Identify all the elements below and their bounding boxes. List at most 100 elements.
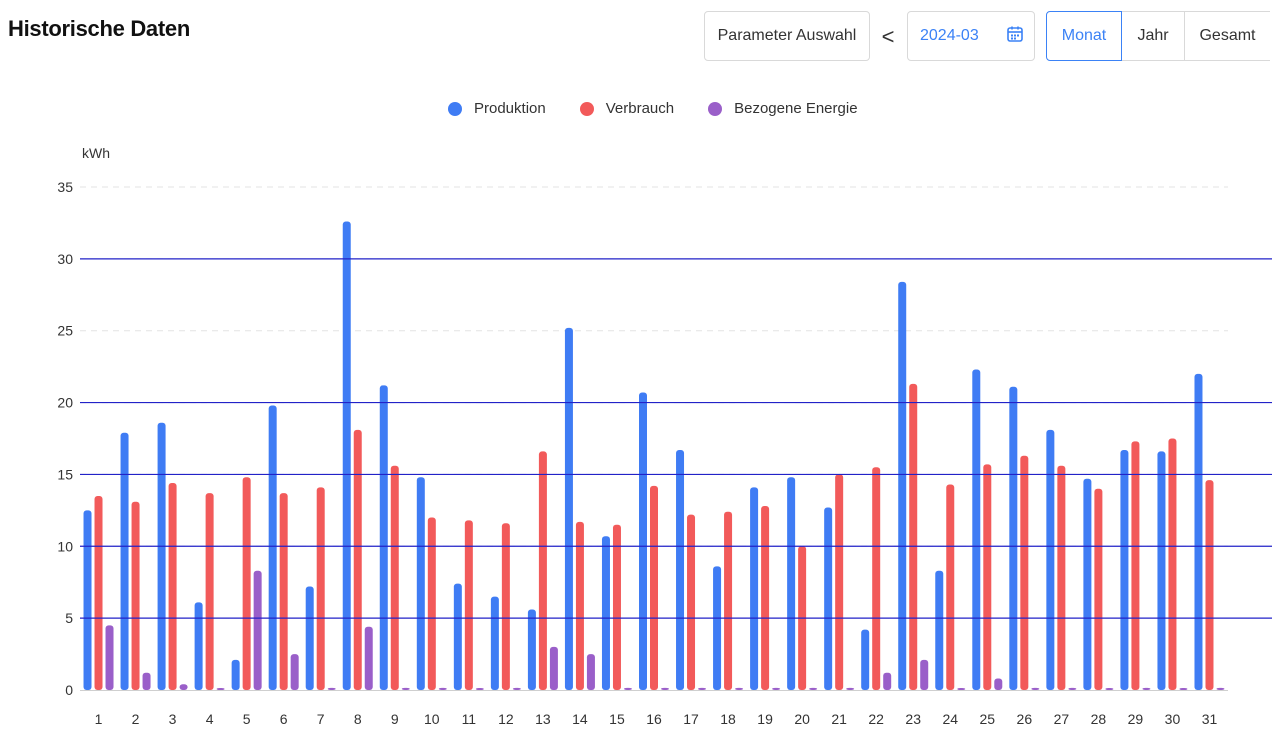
legend-dot-produktion: [448, 101, 462, 116]
x-tick-label-20: 20: [794, 711, 810, 727]
bar-produktion-11: [453, 583, 462, 690]
bar-produktion-5: [231, 659, 240, 690]
x-tick-label-11: 11: [462, 711, 477, 727]
tab-jahr[interactable]: Jahr: [1121, 11, 1185, 61]
bar-verbrauch-18: [724, 511, 733, 690]
bar-verbrauch-4: [205, 493, 214, 690]
bar-produktion-9: [379, 385, 388, 690]
bar-produktion-30: [1157, 451, 1166, 690]
bar-produktion-16: [639, 392, 647, 690]
x-tick-label-10: 10: [424, 711, 440, 727]
bar-verbrauch-12: [501, 523, 510, 690]
bar-bezogen-15: [623, 687, 632, 690]
x-tick-label-24: 24: [942, 711, 958, 727]
bar-bezogen-20: [809, 687, 818, 690]
bar-bezogen-5: [253, 570, 262, 690]
x-tick-label-31: 31: [1202, 711, 1218, 727]
bar-verbrauch-30: [1168, 438, 1177, 690]
chart-legend: Produktion Verbrauch Bezogene Energie: [448, 100, 892, 117]
bar-verbrauch-11: [464, 520, 473, 690]
bar-produktion-2: [120, 432, 129, 690]
legend-dot-bezogen: [708, 101, 723, 116]
x-tick-label-3: 3: [169, 711, 177, 727]
bar-bezogen-22: [883, 672, 892, 690]
bar-bezogen-4: [216, 688, 225, 690]
x-tick-label-16: 16: [646, 711, 662, 727]
bar-bezogen-17: [698, 687, 707, 690]
bar-verbrauch-28: [1094, 488, 1103, 690]
bar-verbrauch-21: [835, 474, 844, 690]
bar-bezogen-27: [1068, 687, 1077, 690]
bar-produktion-28: [1083, 478, 1092, 690]
bar-produktion-26: [1009, 386, 1018, 690]
bar-produktion-14: [564, 327, 573, 690]
bar-bezogen-2: [142, 672, 151, 690]
x-tick-label-29: 29: [1128, 711, 1144, 727]
bar-bezogen-31: [1216, 687, 1225, 690]
bar-bezogen-21: [846, 687, 855, 690]
bar-verbrauch-1: [94, 495, 103, 690]
bar-produktion-24: [935, 570, 944, 690]
bar-produktion-22: [861, 629, 870, 690]
bar-bezogen-13: [549, 646, 558, 690]
bar-verbrauch-17: [687, 514, 696, 690]
bar-bezogen-23: [920, 659, 929, 690]
x-tick-label-28: 28: [1091, 711, 1107, 727]
bar-produktion-21: [824, 507, 833, 690]
month-picker[interactable]: 2024-03: [907, 11, 1035, 61]
chevron-left-icon: <: [881, 24, 895, 49]
x-tick-label-7: 7: [317, 711, 325, 727]
bar-bezogen-9: [401, 687, 410, 690]
bar-verbrauch-15: [612, 524, 621, 690]
legend-label-bezogen: Bezogene Energie: [734, 100, 858, 117]
legend-dot-verbrauch: [579, 101, 594, 116]
y-tick-label-30: 30: [57, 251, 73, 267]
parameter-select-button[interactable]: Parameter Auswahl: [704, 11, 870, 61]
bar-bezogen-10: [438, 687, 447, 690]
y-tick-label-0: 0: [65, 682, 73, 698]
bar-verbrauch-13: [538, 451, 547, 690]
bar-verbrauch-19: [761, 506, 770, 690]
legend-item-produktion[interactable]: Produktion: [448, 100, 546, 117]
x-tick-label-17: 17: [683, 711, 699, 727]
bar-verbrauch-24: [946, 484, 955, 690]
x-tick-label-12: 12: [498, 711, 514, 727]
bar-bezogen-16: [661, 687, 669, 690]
y-tick-label-5: 5: [65, 610, 73, 626]
legend-item-verbrauch[interactable]: Verbrauch: [579, 100, 675, 117]
bar-produktion-8: [342, 221, 351, 690]
bar-produktion-7: [305, 586, 314, 690]
legend-label-verbrauch: Verbrauch: [605, 100, 675, 117]
bar-produktion-25: [972, 369, 981, 690]
bar-bezogen-26: [1031, 687, 1040, 690]
bar-bezogen-3: [179, 684, 188, 690]
bar-bezogen-8: [364, 626, 373, 690]
tab-gesamt[interactable]: Gesamt: [1184, 11, 1270, 61]
bar-verbrauch-2: [131, 501, 140, 690]
bar-produktion-18: [713, 566, 722, 690]
bar-bezogen-24: [957, 688, 966, 690]
bar-produktion-6: [268, 405, 277, 690]
legend-item-bezogen[interactable]: Bezogene Energie: [708, 100, 858, 117]
x-tick-label-25: 25: [980, 711, 996, 727]
bar-verbrauch-10: [427, 517, 436, 690]
calendar-icon: [1006, 25, 1024, 48]
y-tick-label-35: 35: [57, 179, 73, 195]
previous-period-button[interactable]: <: [878, 22, 898, 52]
bar-bezogen-29: [1142, 687, 1151, 690]
bar-verbrauch-22: [872, 467, 881, 690]
bar-bezogen-30: [1179, 688, 1188, 690]
x-tick-label-9: 9: [391, 711, 399, 727]
bar-produktion-13: [527, 609, 536, 690]
bar-verbrauch-31: [1205, 480, 1214, 690]
bar-produktion-1: [83, 510, 92, 690]
x-tick-label-4: 4: [206, 711, 214, 727]
x-tick-label-30: 30: [1165, 711, 1181, 727]
bar-verbrauch-16: [650, 485, 658, 690]
month-picker-value: 2024-03: [920, 27, 979, 44]
bar-verbrauch-26: [1020, 455, 1029, 690]
tab-monat[interactable]: Monat: [1046, 11, 1122, 61]
bar-produktion-27: [1046, 429, 1055, 690]
x-tick-label-14: 14: [572, 711, 588, 727]
